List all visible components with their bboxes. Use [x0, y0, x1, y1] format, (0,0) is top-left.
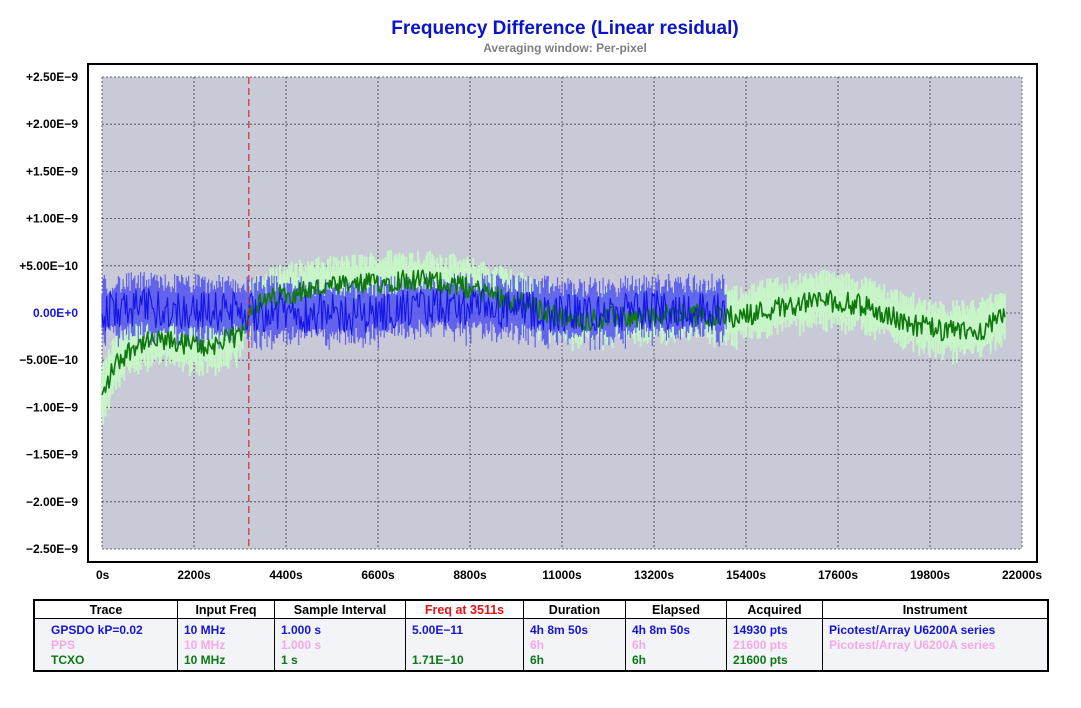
cell-instrument — [822, 652, 1048, 671]
chart-title: Frequency Difference (Linear residual) — [391, 18, 739, 39]
x-tick-label: 4400s — [269, 568, 303, 582]
header-elapsed: Elapsed — [625, 599, 727, 619]
y-tick-label: −2.00E−9 — [26, 495, 78, 509]
cell-sample-interval: 1.000 s — [274, 618, 406, 637]
y-tick-label: +2.50E−9 — [26, 70, 78, 84]
y-tick-label: −2.50E−9 — [26, 542, 78, 556]
x-tick-label: 8800s — [453, 568, 487, 582]
frequency-difference-chart: +2.50E−9 +2.00E−9 +1.50E−9 +1.00E−9 +5.00E−1… — [19, 63, 1042, 582]
header-acquired: Acquired — [726, 599, 823, 619]
legend-header-row: Trace Input Freq Sample Interval Freq at… — [33, 599, 1049, 619]
y-tick-label: −1.00E−9 — [26, 400, 78, 414]
y-tick-label: +1.00E−9 — [26, 212, 78, 226]
cell-trace: GPSDO kP=0.02 — [34, 618, 178, 637]
cell-sample-interval: 1.000 s — [274, 637, 406, 652]
cell-elapsed: 6h — [625, 637, 727, 652]
cell-input-freq: 10 MHz — [177, 618, 275, 637]
cell-trace: PPS — [34, 637, 178, 652]
cell-instrument: Picotest/Array U6200A series — [822, 637, 1048, 652]
cell-acquired: 21600 pts — [726, 637, 823, 652]
header-input-freq: Input Freq — [177, 599, 275, 619]
y-tick-label: −5.00E−10 — [19, 353, 78, 367]
series-line-gpsdo — [101, 288, 727, 335]
cell-duration: 6h — [523, 637, 626, 652]
cell-freq-at: 5.00E−11 — [405, 618, 524, 637]
series-lines — [101, 269, 1006, 396]
y-axis: +2.50E−9 +2.00E−9 +1.50E−9 +1.00E−9 +5.00E−1… — [19, 70, 78, 556]
cell-input-freq: 10 MHz — [177, 637, 275, 652]
cell-freq-at: 1.71E−10 — [405, 652, 524, 671]
legend-row-tcxo: TCXO 10 MHz 1 s 1.71E−10 6h 6h 21600 pts — [34, 652, 1048, 671]
y-tick-label: 0.00E+0 — [33, 306, 78, 320]
x-tick-label: 11000s — [542, 568, 582, 582]
cell-freq-at — [405, 637, 524, 652]
cell-input-freq: 10 MHz — [177, 652, 275, 671]
y-tick-label: +1.50E−9 — [26, 164, 78, 178]
cell-duration: 6h — [523, 652, 626, 671]
cell-instrument: Picotest/Array U6200A series — [822, 618, 1048, 637]
x-tick-label: 22000s — [1002, 568, 1042, 582]
header-instrument: Instrument — [822, 599, 1049, 619]
x-tick-label: 0s — [96, 568, 110, 582]
y-tick-label: −1.50E−9 — [26, 448, 78, 462]
x-tick-label: 19800s — [910, 568, 950, 582]
header-duration: Duration — [523, 599, 626, 619]
header-sample-interval: Sample Interval — [274, 599, 406, 619]
legend-row-gpsdo: GPSDO kP=0.02 10 MHz 1.000 s 5.00E−11 4h… — [34, 618, 1048, 637]
cell-elapsed: 4h 8m 50s — [625, 618, 727, 637]
series-line-tcxo — [101, 269, 1006, 396]
cell-acquired: 14930 pts — [726, 618, 823, 637]
header-trace: Trace — [33, 599, 178, 619]
y-tick-label: +5.00E−10 — [19, 259, 78, 273]
header-freq-at: Freq at 3511s — [405, 599, 524, 619]
x-tick-label: 15400s — [726, 568, 766, 582]
cell-sample-interval: 1 s — [274, 652, 406, 671]
cell-acquired: 21600 pts — [726, 652, 823, 671]
cell-elapsed: 6h — [625, 652, 727, 671]
cell-trace: TCXO — [34, 652, 178, 671]
legend-row-pps: PPS 10 MHz 1.000 s 6h 6h 21600 pts Picot… — [34, 637, 1048, 652]
x-tick-label: 6600s — [361, 568, 395, 582]
x-axis: 0s 2200s 4400s 6600s 8800s 11000s 13200s 15400s… — [96, 568, 1042, 582]
x-tick-label: 17600s — [818, 568, 858, 582]
y-tick-label: +2.00E−9 — [26, 117, 78, 131]
chart-subtitle: Averaging window: Per-pixel — [483, 41, 647, 55]
x-tick-label: 2200s — [177, 568, 211, 582]
x-tick-label: 13200s — [634, 568, 674, 582]
trace-legend-table: Trace Input Freq Sample Interval Freq at… — [33, 599, 1049, 672]
cell-duration: 4h 8m 50s — [523, 618, 626, 637]
